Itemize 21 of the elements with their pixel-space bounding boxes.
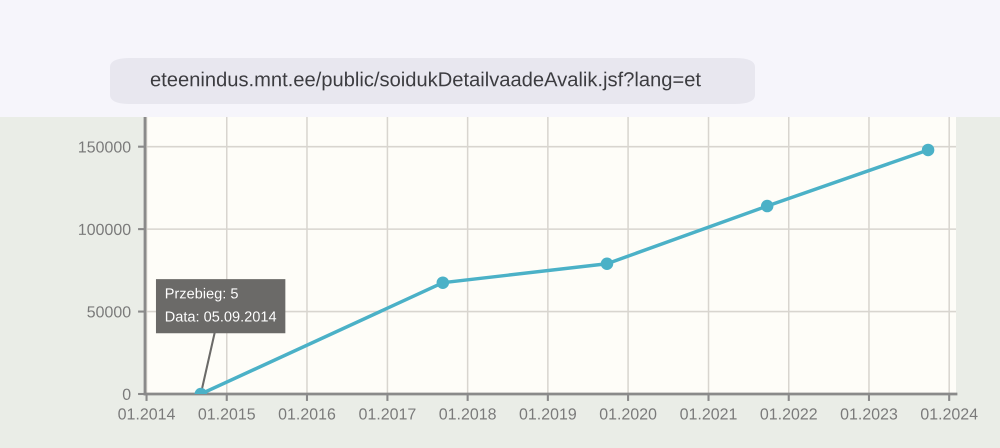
annotation: Przebieg: 5 Data: 05.09.2014 xyxy=(166,288,276,322)
y-tick-label: 0 xyxy=(122,388,130,400)
y-tick-label: 50000 xyxy=(87,306,130,318)
text: eteenindus.mnt.ee/public/soidukDetailvaadeAvalik.jsf?lang=et xyxy=(150,72,701,90)
point xyxy=(760,200,774,212)
point xyxy=(922,144,934,156)
y-tick-label: 100000 xyxy=(79,224,130,236)
point xyxy=(600,257,614,270)
x-tick-label: 01.2018 xyxy=(439,408,496,420)
x-tick-label: 01.2023 xyxy=(840,408,898,420)
y-tick-label: 150000 xyxy=(79,141,130,153)
x-tick-label: 01.2017 xyxy=(359,408,416,420)
x-tick-label: 01.2015 xyxy=(198,408,255,420)
x-tick-label: 01.2014 xyxy=(118,408,175,420)
x-tick-label: 01.2024 xyxy=(920,408,978,420)
x-tick-label: 01.2016 xyxy=(278,408,336,420)
point xyxy=(436,276,450,289)
x-tick-label: 01.2020 xyxy=(600,408,656,420)
x-tick-label: 01.2019 xyxy=(520,408,576,420)
x-tick-label: 01.2022 xyxy=(760,408,817,420)
x-tick-label: 01.2021 xyxy=(680,408,737,420)
